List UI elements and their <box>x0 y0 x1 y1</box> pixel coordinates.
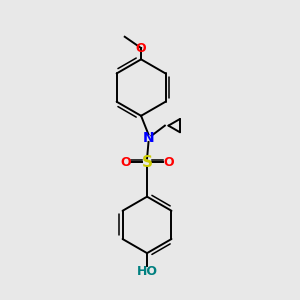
Text: S: S <box>142 155 152 170</box>
Text: O: O <box>120 156 131 169</box>
Text: HO: HO <box>136 265 158 278</box>
Text: O: O <box>136 42 146 55</box>
Text: N: N <box>143 131 154 145</box>
Text: O: O <box>163 156 174 169</box>
